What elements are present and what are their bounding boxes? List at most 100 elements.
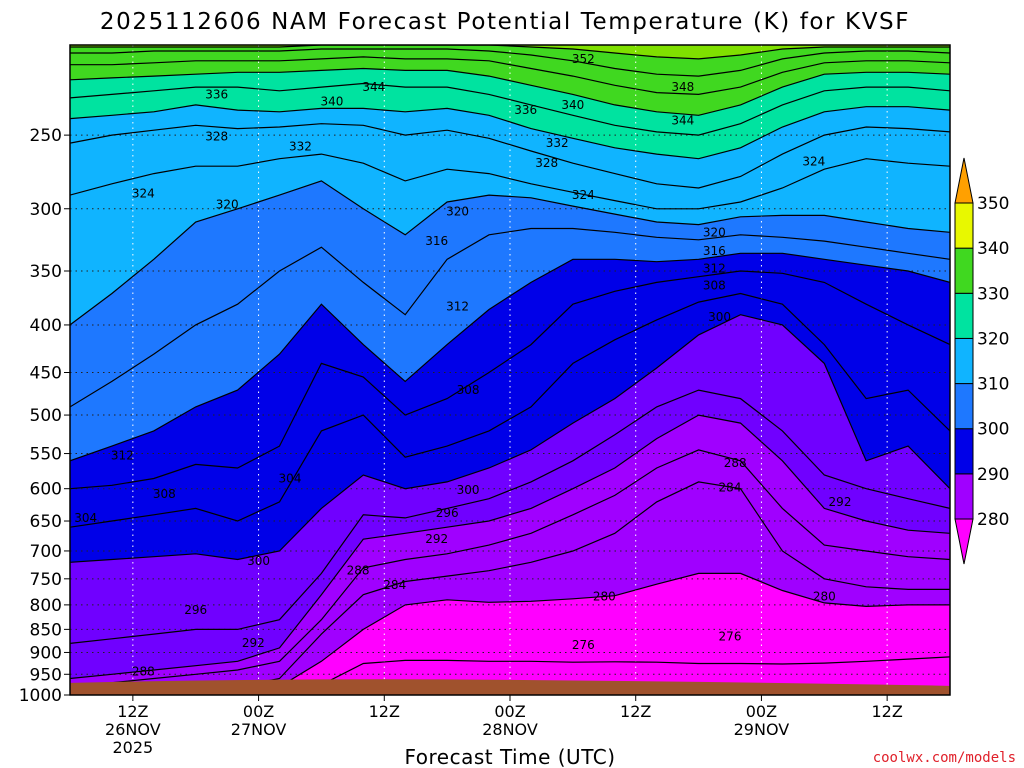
contour-label: 288 [347,564,370,578]
x-tick-label: 28NOV [482,720,538,739]
contour-label: 332 [546,136,569,150]
colorbar-label: 300 [977,420,1009,440]
y-tick-label: 400 [30,316,62,336]
contour-label: 344 [671,113,694,127]
ground-fill [70,679,950,695]
contour-label: 300 [708,310,731,324]
contour-labels: 352 348 344 344 340 340 336 336 332 332 328 328 324 3… [74,52,851,678]
colorbar-label: 290 [977,465,1009,485]
x-tick-label: 12Z [871,702,902,721]
y-tick-label: 350 [30,262,62,282]
colorbar-segment [954,337,974,385]
colorbar-extend-bottom [954,518,974,565]
isentrope-276 [70,656,950,695]
x-tick-label: 12Z [117,702,148,721]
x-tick-label: 00Z [243,702,274,721]
colorbar-segment [954,383,974,430]
contour-label: 340 [561,98,584,112]
contour-label: 336 [205,87,228,101]
contour-label: 332 [289,139,312,153]
contour-label: 336 [514,103,537,117]
isentrope-340 [70,67,950,116]
y-tick-label: 850 [30,620,62,640]
colorbar-label: 350 [977,194,1009,214]
y-tick-label: 600 [30,480,62,500]
contour-label: 288 [132,664,155,678]
pressure-axis: 250 300 350 400 450 500 550 600 650 700 750 800 850 9… [19,126,70,706]
contour-label: 280 [593,590,616,604]
y-tick-label: 500 [30,406,62,426]
colorbar-label: 320 [977,329,1009,349]
x-tick-label: 12Z [369,702,400,721]
contour-label: 320 [703,225,726,239]
contour-label: 344 [362,80,385,94]
contour-label: 324 [802,155,825,169]
contour-label: 316 [425,234,448,248]
isentrope-292 [70,414,950,680]
contour-label: 348 [671,80,694,94]
contour-label: 292 [829,495,852,509]
contour-label: 296 [436,506,459,520]
y-tick-label: 250 [30,126,62,146]
colorbar-segment [954,202,974,249]
contour-label: 296 [184,603,207,617]
source-credit: coolwx.com/models [873,750,1016,766]
isentrope-348 [70,48,950,77]
y-tick-label: 800 [30,596,62,616]
x-tick-label: 12Z [620,702,651,721]
isentrope-324 [70,153,950,210]
y-tick-label: 700 [30,542,62,562]
contour-label: 304 [279,471,302,485]
contour-label: 304 [74,511,97,525]
chart-title: 2025112606 NAM Forecast Potential Temper… [100,9,910,35]
contour-label: 320 [216,198,239,212]
colorbar-label: 310 [977,375,1009,395]
colorbar-segment [954,292,974,339]
y-tick-label: 950 [30,665,62,685]
isentrope-312 [70,252,950,462]
contour-label: 280 [813,590,836,604]
colorbar: 280 290 300 310 320 330 340 350 [954,157,1009,565]
contour-label: 292 [242,636,265,650]
y-tick-label: 900 [30,643,62,663]
isentrope-316 [70,227,950,408]
contour-label: 324 [132,187,155,201]
x-tick-label: 00Z [494,702,525,721]
isentrope-344 [70,56,950,96]
isentrope-336 [70,82,950,136]
contour-label: 276 [719,629,742,643]
isentrope-296 [70,389,950,644]
contour-label: 300 [247,554,270,568]
isentrope-contours [70,45,950,695]
ground-surface [70,679,950,695]
contour-label: 320 [446,204,469,218]
contour-label: 292 [425,532,448,546]
contour-label: 324 [572,188,595,202]
colorbar-label: 340 [977,239,1009,259]
colorbar-extend-top [954,157,974,204]
y-tick-label: 450 [30,364,62,384]
y-tick-label: 1000 [19,686,62,706]
isentrope-320 [70,180,950,326]
x-tick-label: 27NOV [231,720,287,739]
x-tick-label: 00Z [746,702,777,721]
contour-label: 328 [205,130,228,144]
colorbar-label: 330 [977,284,1009,304]
contour-label: 284 [719,480,742,494]
contour-label: 284 [383,578,406,592]
x-axis-label: Forecast Time (UTC) [404,745,615,768]
y-tick-label: 550 [30,445,62,465]
contour-label: 276 [572,638,595,652]
y-tick-label: 650 [30,512,62,532]
contour-label: 340 [320,94,343,108]
grid-lines [70,45,950,695]
colorbar-label: 280 [977,510,1009,530]
contour-label: 312 [703,262,726,276]
contour-label: 308 [153,487,176,501]
colorbar-segment [954,247,974,294]
contour-label: 312 [111,449,134,463]
x-tick-label: 26NOV [105,720,161,739]
colorbar-segment [954,473,974,520]
